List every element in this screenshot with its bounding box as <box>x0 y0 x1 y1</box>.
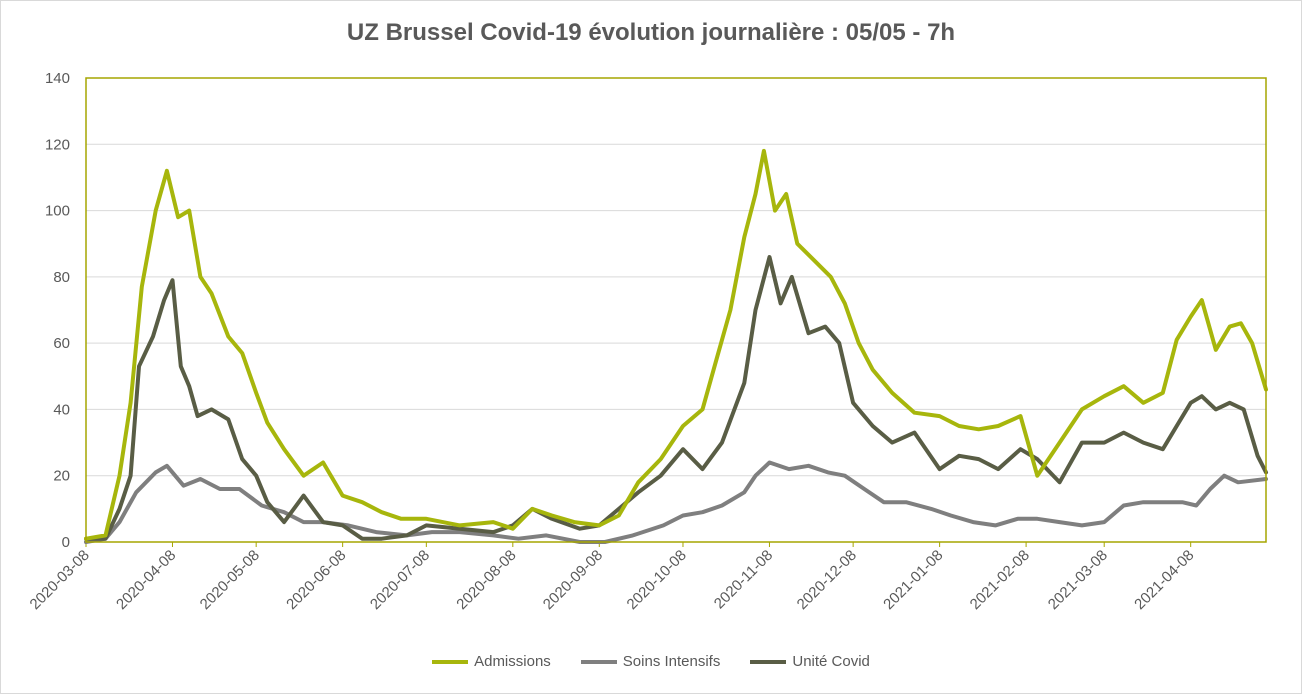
x-tick-label: 2021-04-08 <box>1131 547 1197 613</box>
x-tick-label: 2020-07-08 <box>367 547 433 613</box>
x-tick-label: 2020-04-08 <box>113 547 179 613</box>
legend-label: Admissions <box>474 653 551 670</box>
x-tick-label: 2020-08-08 <box>453 547 519 613</box>
x-tick-label: 2020-10-08 <box>624 547 690 613</box>
legend: Admissions Soins Intensifs Unité Covid <box>1 653 1301 670</box>
chart-title: UZ Brussel Covid-19 évolution journalièr… <box>346 19 956 46</box>
y-tick-label: 0 <box>62 534 70 551</box>
x-tick-label: 2020-03-08 <box>27 547 93 613</box>
x-tick-label: 2021-02-08 <box>967 547 1033 613</box>
legend-label: Unité Covid <box>792 653 870 670</box>
y-tick-label: 80 <box>53 269 70 286</box>
y-tick-label: 60 <box>53 335 70 352</box>
legend-entry: Soins Intensifs <box>580 653 721 670</box>
gridlines <box>86 143 1266 477</box>
series-line-admissions <box>84 148 1268 541</box>
y-tick-label: 120 <box>45 136 70 153</box>
series-lines <box>84 148 1268 544</box>
x-tick-label: 2020-11-08 <box>711 547 776 612</box>
x-tick-label: 2021-03-08 <box>1045 547 1111 613</box>
series-line-soins-intensifs <box>84 460 1268 544</box>
plot-area-border <box>85 77 1267 543</box>
y-tick-label: 100 <box>45 203 70 220</box>
x-tick-label: 2020-12-08 <box>794 547 860 613</box>
legend-swatch <box>580 659 617 664</box>
legend-entry: Unité Covid <box>750 653 870 670</box>
legend-label: Soins Intensifs <box>622 653 721 670</box>
y-tick-label: 20 <box>53 468 70 485</box>
y-axis-ticks: 0 20 40 60 80 100 120 140 <box>45 70 70 551</box>
legend-swatch <box>432 659 469 664</box>
x-axis-ticks: 2020-03-08 2020-04-08 2020-05-08 2020-06-08… <box>27 542 1198 613</box>
legend-swatch <box>750 659 787 664</box>
x-tick-label: 2020-09-08 <box>540 547 606 613</box>
x-tick-label: 2020-06-08 <box>283 547 349 613</box>
y-tick-label: 140 <box>45 70 70 87</box>
y-tick-label: 40 <box>53 401 70 418</box>
series-line-unité-covid <box>84 255 1268 541</box>
x-tick-label: 2020-05-08 <box>197 547 263 613</box>
legend-entry: Admissions <box>432 653 551 670</box>
x-tick-label: 2021-01-08 <box>880 547 946 613</box>
